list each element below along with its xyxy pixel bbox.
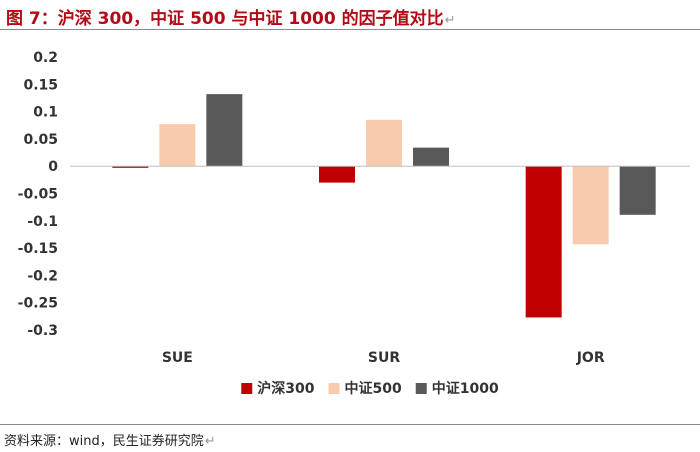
- y-tick-label: -0.1: [27, 214, 58, 230]
- figure-title-text: 图 7：沪深 300，中证 500 与中证 1000 的因子值对比: [6, 9, 444, 29]
- title-return-mark: ↵: [444, 13, 456, 28]
- y-tick-label: -0.25: [18, 296, 58, 312]
- bar-jor-series-3: [619, 166, 656, 215]
- y-tick-label: -0.15: [18, 241, 58, 257]
- y-tick-label: 0.05: [23, 132, 58, 148]
- source-note: 资料来源：wind，民生证券研究院↵: [4, 430, 216, 449]
- bar-chart: 0.2 0.15 0.1 0.05 0 -0.05 -0.1 -0.15 -0.2 -0.25 -0…: [18, 50, 690, 397]
- source-note-text: 资料来源：wind，民生证券研究院: [4, 434, 204, 449]
- y-tick-label: -0.05: [18, 187, 58, 203]
- y-tick-label: 0.2: [33, 50, 58, 66]
- legend-label: 中证1000: [432, 380, 499, 397]
- legend-swatch: [328, 383, 340, 394]
- y-tick-label: 0: [48, 159, 58, 175]
- bar-sur-series-2: [366, 119, 402, 167]
- source-return-mark: ↵: [204, 434, 216, 449]
- y-axis: 0.2 0.15 0.1 0.05 0 -0.05 -0.1 -0.15 -0.2 -0.25 -0…: [18, 50, 59, 339]
- bar-jor-series-2: [572, 166, 609, 245]
- x-axis: SUE SUR JOR: [162, 350, 605, 366]
- bar-jor-series-1: [525, 166, 562, 318]
- legend: 沪深300 中证500 中证1000: [241, 380, 499, 397]
- x-category-label: SUE: [162, 350, 193, 366]
- y-tick-label: 0.15: [23, 77, 58, 93]
- y-tick-label: -0.2: [27, 268, 58, 284]
- bar-sue-series-1: [112, 166, 149, 168]
- bar-sue-series-2: [159, 124, 196, 167]
- legend-label: 沪深300: [257, 380, 314, 397]
- x-category-label: JOR: [576, 350, 605, 366]
- y-tick-label: -0.3: [27, 323, 58, 339]
- bars-group: [112, 94, 656, 318]
- legend-label: 中证500: [345, 380, 402, 397]
- chart-area: 0.2 0.15 0.1 0.05 0 -0.05 -0.1 -0.15 -0.2 -0.25 -0…: [0, 30, 700, 424]
- y-tick-label: 0.1: [33, 105, 58, 121]
- footer-rule: [0, 424, 700, 425]
- bar-sur-series-3: [413, 147, 449, 167]
- legend-swatch: [241, 383, 253, 394]
- figure-title: 图 7：沪深 300，中证 500 与中证 1000 的因子值对比↵: [6, 4, 456, 29]
- bar-sue-series-3: [206, 94, 243, 167]
- figure-title-bar: 图 7：沪深 300，中证 500 与中证 1000 的因子值对比↵: [0, 0, 700, 30]
- legend-swatch: [415, 383, 427, 394]
- x-category-label: SUR: [368, 350, 400, 366]
- bar-sur-series-1: [319, 166, 355, 183]
